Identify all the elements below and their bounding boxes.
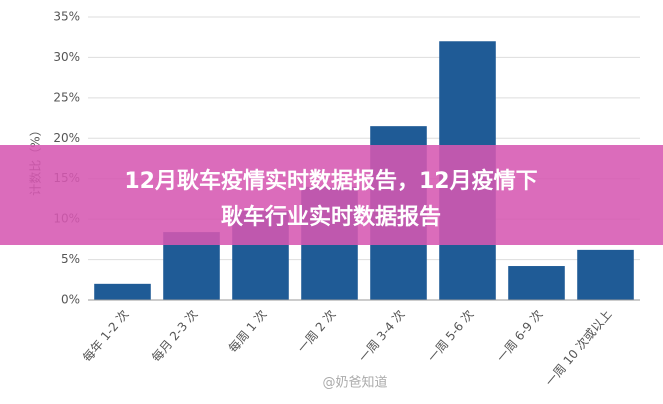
bar bbox=[508, 266, 565, 300]
watermark: @奶爸知道 bbox=[322, 375, 387, 391]
bar bbox=[94, 283, 151, 300]
y-tick-label: 5% bbox=[61, 252, 80, 266]
banner-line: 耿车行业实时数据报告 bbox=[221, 204, 441, 230]
y-tick-label: 25% bbox=[53, 90, 80, 104]
banner-line: 12月耿车疫情实时数据报告，12月疫情下 bbox=[124, 168, 537, 194]
banner-background bbox=[0, 145, 663, 245]
y-tick-label: 30% bbox=[53, 50, 80, 64]
banner: 12月耿车疫情实时数据报告，12月疫情下 耿车行业实时数据报告 bbox=[0, 145, 663, 245]
bar bbox=[577, 249, 634, 300]
y-tick-label: 35% bbox=[53, 10, 80, 24]
y-tick-label: 20% bbox=[53, 131, 80, 145]
y-tick-label: 0% bbox=[61, 293, 80, 307]
